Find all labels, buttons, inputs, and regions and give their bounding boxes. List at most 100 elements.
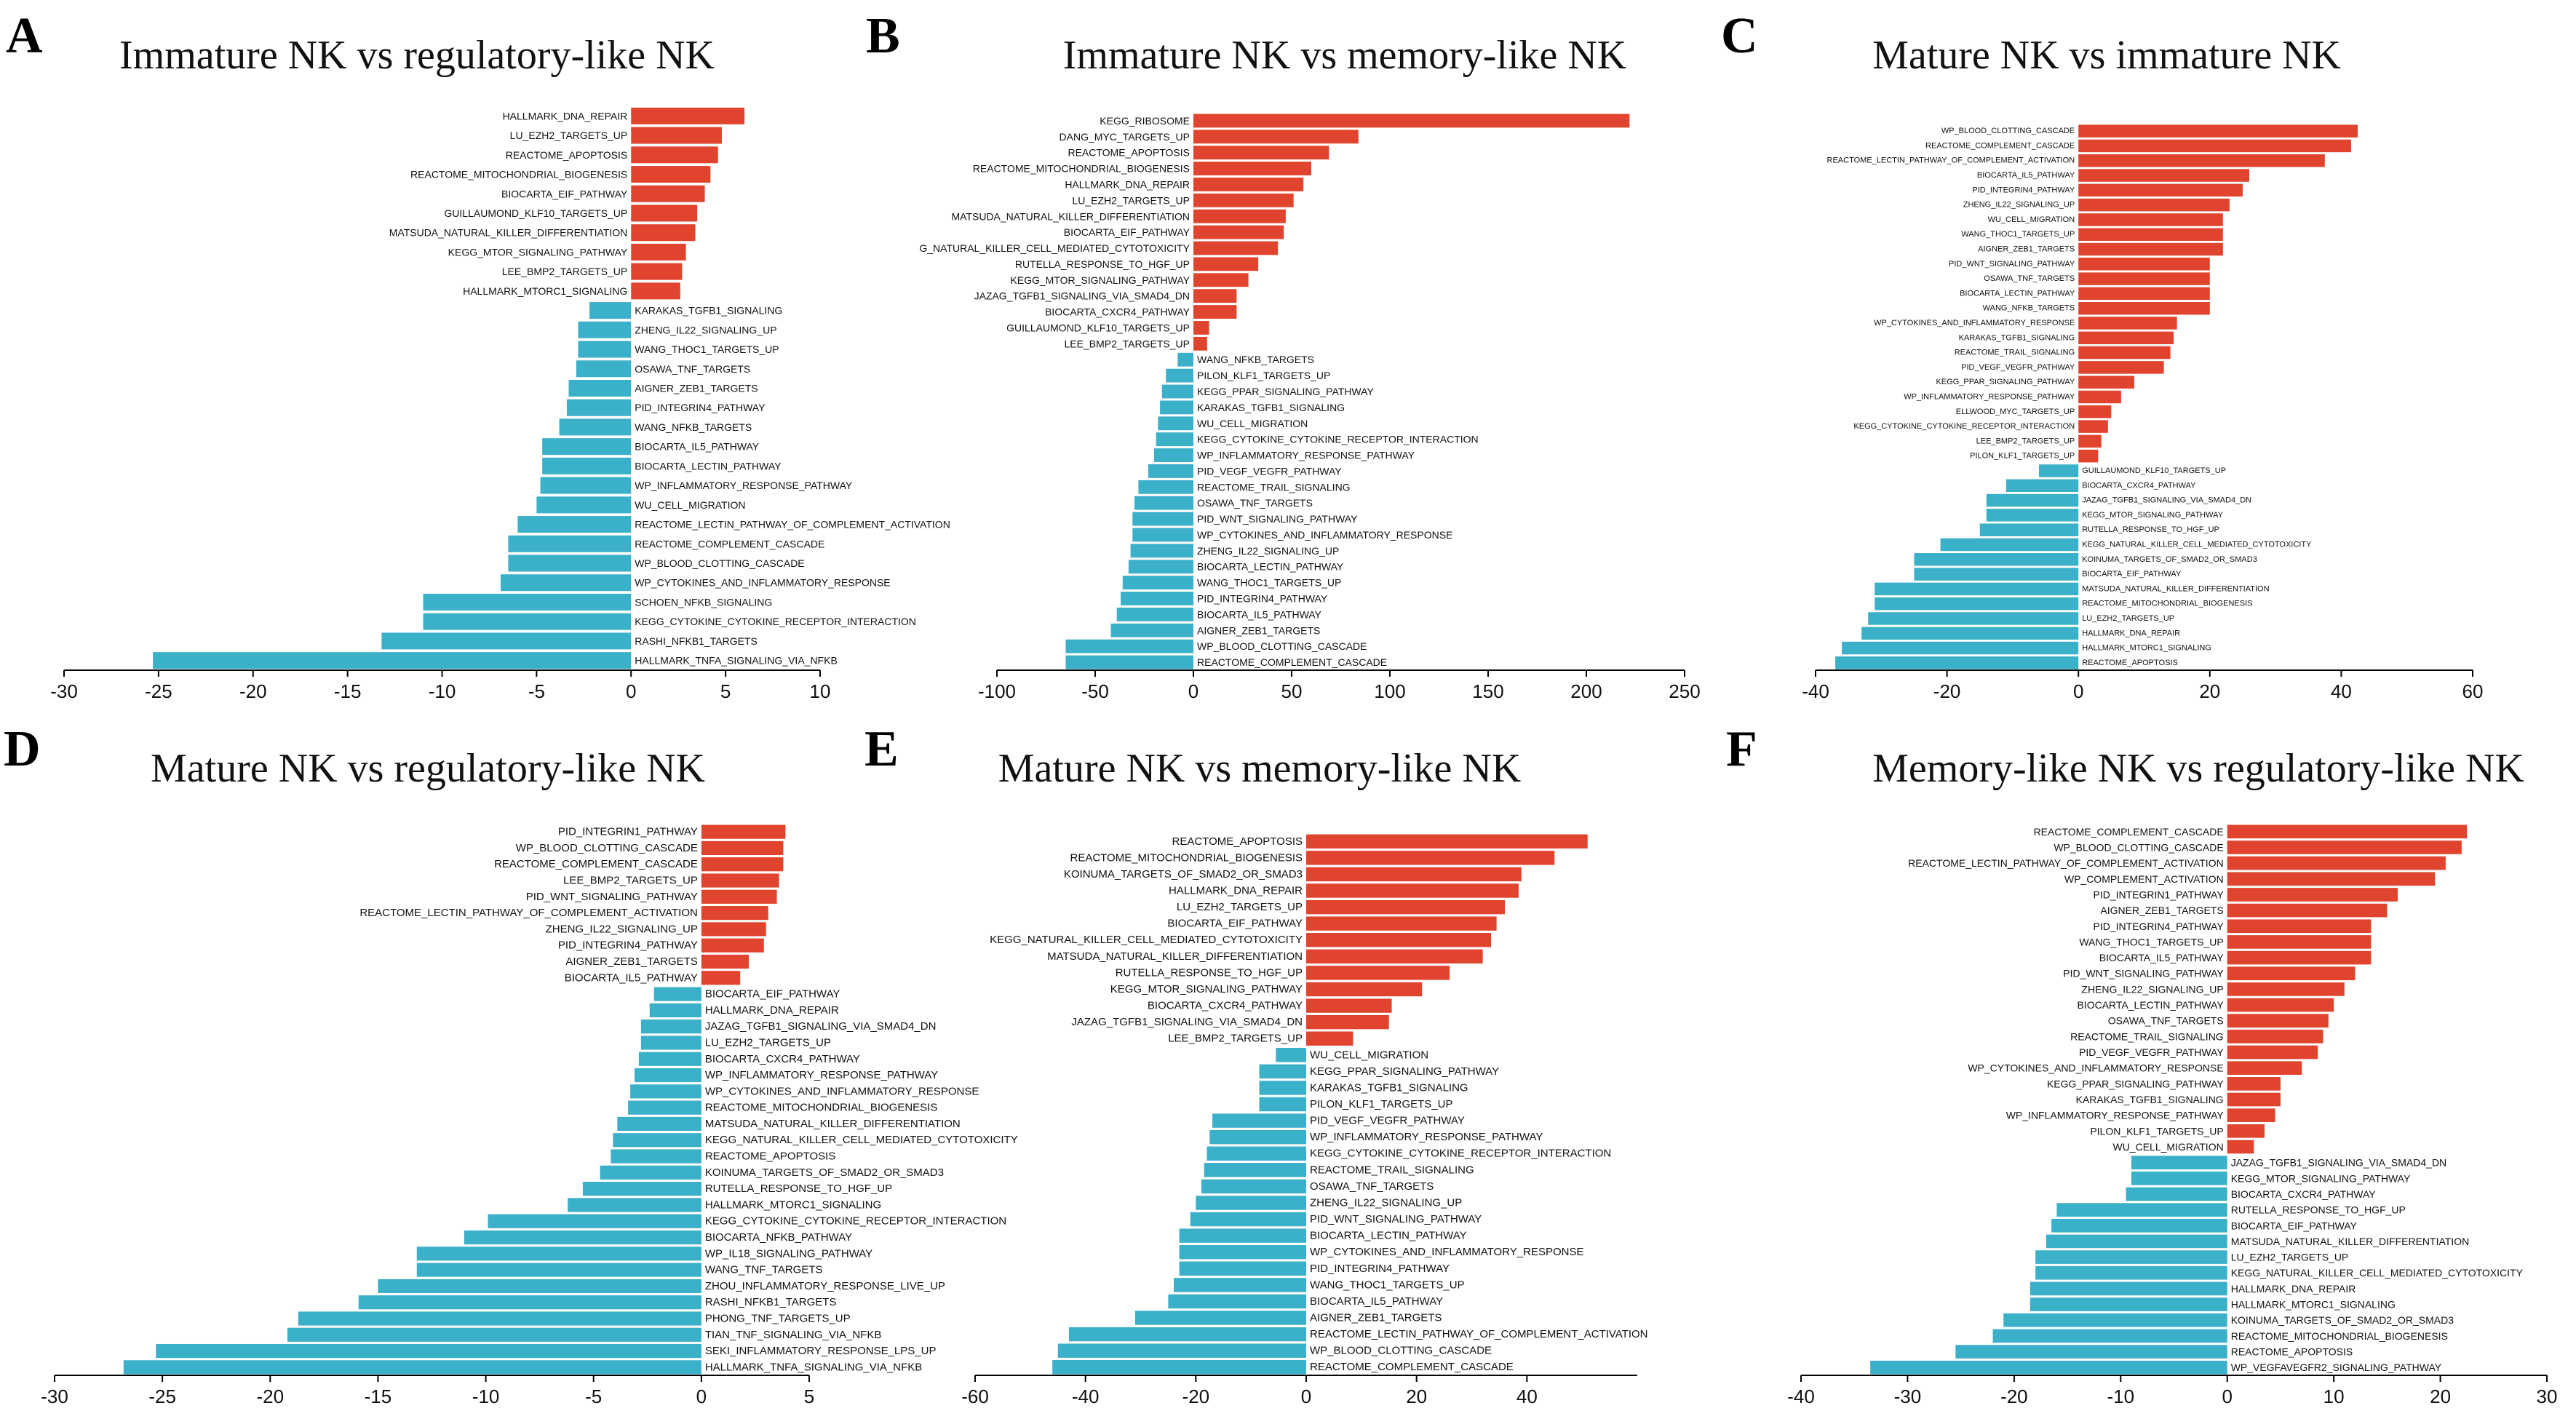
bar — [2227, 1014, 2329, 1028]
bar-label: REACTOME_APOPTOSIS — [2231, 1346, 2353, 1358]
bar — [1052, 1360, 1306, 1375]
bar-label: KEGG_CYTOKINE_CYTOKINE_RECEPTOR_INTERACT… — [705, 1215, 1006, 1228]
x-tick-label: -5 — [528, 680, 545, 702]
bar-label: WP_BLOOD_CLOTTING_CASCADE — [1941, 127, 2075, 135]
bar — [631, 263, 683, 280]
bar-label: KARAKAS_TGFB1_SIGNALING — [2076, 1094, 2224, 1105]
bar-label: WP_CYTOKINES_AND_INFLAMMATORY_RESPONSE — [1874, 319, 2075, 327]
bar — [2227, 888, 2398, 902]
x-tick-label: 0 — [1188, 680, 1198, 702]
bar-label: JAZAG_TGFB1_SIGNALING_VIA_SMAD4_DN — [705, 1020, 937, 1033]
bar-label: PID_INTEGRIN4_PATHWAY — [1972, 186, 2075, 194]
bar — [1166, 368, 1193, 383]
bar-label: GUILLAUMOND_KLF10_TARGETS_UP — [1006, 322, 1190, 333]
bar-label: PID_INTEGRIN4_PATHWAY — [558, 939, 698, 952]
bar — [1193, 146, 1329, 160]
bar — [638, 1052, 701, 1066]
bar — [1914, 568, 2079, 581]
bar — [1306, 834, 1588, 848]
bar — [1193, 225, 1284, 239]
x-tick-label: -10 — [429, 680, 456, 702]
bar-label: PID_INTEGRIN4_PATHWAY — [1197, 593, 1328, 605]
bar-label: SCHOEN_NFKB_SIGNALING — [635, 596, 772, 608]
bar-label: ELLWOOD_MYC_TARGETS_UP — [1956, 408, 2075, 416]
bar — [2227, 824, 2468, 839]
bar-label: KEGG_MTOR_SIGNALING_PATHWAY — [2231, 1172, 2411, 1184]
bar — [2078, 124, 2358, 138]
x-tick-label: -40 — [1072, 1386, 1100, 1407]
bar-label: HALLMARK_DNA_REPAIR — [2082, 629, 2180, 637]
bar — [2078, 390, 2121, 404]
bar-label: WANG_NFKB_TARGETS — [1197, 354, 1314, 365]
bar-label: OSAWA_TNF_TARGETS — [1310, 1180, 1434, 1193]
x-tick-label: -40 — [1802, 680, 1829, 702]
bar-label: BIOCARTA_CXCR4_PATHWAY — [1148, 1000, 1303, 1012]
bar-label: SEKI_INFLAMMATORY_RESPONSE_LPS_UP — [705, 1345, 937, 1357]
panel-b: B Immature NK vs memory-like NK KEGG_RIBOS… — [866, 8, 1701, 702]
bar — [2078, 449, 2099, 463]
bar — [701, 906, 768, 921]
panel-label: E — [864, 721, 899, 777]
bar-label: ZHENG_IL22_SIGNALING_UP — [635, 324, 776, 335]
bar — [640, 1019, 701, 1034]
bar — [2035, 1265, 2227, 1280]
bar — [1160, 400, 1193, 415]
bar-label: PILON_KLF1_TARGETS_UP — [1197, 370, 1330, 381]
bar — [2227, 1092, 2281, 1107]
bar-label: WP_COMPLEMENT_ACTIVATION — [2064, 873, 2224, 885]
bar-label: TIAN_TNF_SIGNALING_VIA_NFKB — [705, 1329, 882, 1341]
bar — [2078, 287, 2210, 301]
bar — [536, 496, 632, 514]
bar — [701, 922, 766, 937]
panel-e: E Mature NK vs memory-like NK REACTOME_APO… — [864, 721, 1648, 1407]
bar — [1306, 1031, 1353, 1046]
bar-label: MATSUDA_NATURAL_KILLER_DIFFERENTIATION — [2231, 1236, 2470, 1247]
bar — [1193, 193, 1294, 207]
bar — [542, 438, 632, 456]
bar — [1875, 597, 2079, 611]
bar-label: REACTOME_TRAIL_SIGNALING — [2070, 1030, 2224, 1042]
bar-label: BIOCARTA_IL5_PATHWAY — [1977, 171, 2075, 180]
bar-label: REACTOME_APOPTOSIS — [705, 1150, 836, 1163]
bar — [1861, 627, 2079, 640]
bar — [2046, 1234, 2227, 1249]
bar-label: REACTOME_LECTIN_PATHWAY_OF_COMPLEMENT_AC… — [1908, 857, 2224, 869]
bar-label: KEGG_NATURAL_KILLER_CELL_MEDIATED_CYTOTO… — [705, 1134, 1018, 1146]
bar — [701, 824, 786, 839]
bar — [1193, 289, 1237, 303]
bar-label: KEGG_MTOR_SIGNALING_PATHWAY — [1110, 983, 1303, 995]
bar-label: WU_CELL_MIGRATION — [1197, 418, 1308, 429]
bar — [559, 418, 632, 436]
bar-label: LEE_BMP2_TARGETS_UP — [502, 266, 627, 277]
bar-label: G_NATURAL_KILLER_CELL_MEDIATED_CYTOTOXIC… — [919, 242, 1190, 254]
bar — [1875, 582, 2079, 596]
bar — [2227, 982, 2345, 996]
x-tick-label: 100 — [1374, 680, 1405, 702]
bar — [2227, 919, 2372, 934]
bar-label: HALLMARK_MTORC1_SIGNALING — [705, 1199, 881, 1211]
bar-label: REACTOME_APOPTOSIS — [1172, 835, 1303, 848]
bar — [2078, 375, 2134, 389]
bar-label: WP_VEGFAVEGFR2_SIGNALING_PATHWAY — [2231, 1362, 2442, 1373]
bar-label: PILON_KLF1_TARGETS_UP — [1310, 1098, 1452, 1110]
bar-label: WP_IL18_SIGNALING_PATHWAY — [705, 1247, 872, 1260]
bar — [1154, 448, 1193, 462]
bar — [1148, 464, 1193, 478]
chart-title: Immature NK vs regulatory-like NK — [119, 33, 715, 78]
bar-label: BIOCARTA_LECTIN_PATHWAY — [1960, 289, 2075, 298]
bar-label: LEE_BMP2_TARGETS_UP — [563, 875, 698, 887]
bar — [631, 282, 680, 300]
bar — [2227, 1077, 2281, 1091]
bar — [1835, 656, 2079, 669]
bar — [2078, 139, 2351, 153]
bar-label: REACTOME_MITOCHONDRIAL_BIOGENESIS — [973, 163, 1190, 175]
bar-label: HALLMARK_TNFA_SIGNALING_VIA_NFKB — [635, 655, 838, 667]
bar — [1992, 1329, 2227, 1343]
bar — [2227, 998, 2334, 1012]
x-tick-label: 0 — [626, 680, 636, 702]
bar-label: BIOCARTA_EIF_PATHWAY — [1064, 226, 1190, 238]
bar-label: HALLMARK_DNA_REPAIR — [705, 1004, 839, 1017]
bar — [1306, 867, 1522, 882]
x-tick-label: 20 — [1406, 1386, 1427, 1407]
bar-label: KEGG_NATURAL_KILLER_CELL_MEDIATED_CYTOTO… — [2082, 540, 2312, 549]
